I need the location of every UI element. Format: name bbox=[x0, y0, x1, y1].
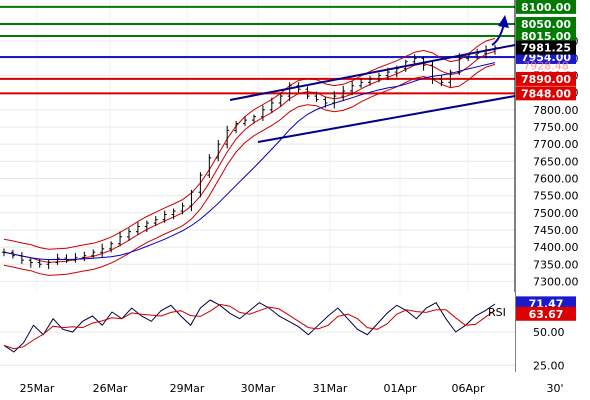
level-label-box bbox=[516, 17, 576, 32]
rsi-lines bbox=[3, 299, 496, 353]
trend-lower bbox=[257, 95, 516, 143]
time-tick-label: 01Apr bbox=[383, 382, 417, 395]
time-tick-label: 31Mar bbox=[313, 382, 348, 395]
rsi-title: RSI bbox=[488, 306, 506, 319]
level-label-box bbox=[516, 86, 576, 101]
rsi-value-box bbox=[516, 306, 576, 321]
trend-upper bbox=[229, 44, 516, 101]
time-tick-label: 30Mar bbox=[241, 382, 276, 395]
level-label: 8050.00 bbox=[521, 18, 571, 31]
projection-arrow-head bbox=[498, 15, 509, 28]
price-tick-label: 7500.00 bbox=[533, 207, 579, 220]
price-tick-label: 7700.00 bbox=[533, 138, 579, 151]
level-label: 8100.00 bbox=[521, 1, 571, 14]
time-tick-label: 30' bbox=[546, 382, 563, 395]
level-label-box bbox=[516, 71, 576, 86]
moving-average bbox=[3, 62, 496, 261]
rsi-tick-label: 50.00 bbox=[533, 326, 565, 339]
level-label: 7848.00 bbox=[521, 87, 571, 100]
time-tick-label: 26Mar bbox=[93, 382, 128, 395]
rsi-line bbox=[3, 299, 496, 353]
rsi-tick-label: 25.00 bbox=[533, 359, 565, 372]
trend-channel bbox=[229, 15, 516, 143]
level-label-box bbox=[516, 0, 576, 14]
rsi-grid bbox=[0, 331, 515, 366]
price-tick-label: 7450.00 bbox=[533, 224, 579, 237]
level-label: 8015.00 bbox=[521, 30, 571, 43]
partial-price-label: 7928.48 bbox=[523, 60, 569, 73]
time-tick-label: 06Apr bbox=[451, 382, 485, 395]
time-tick-label: 25Mar bbox=[20, 382, 55, 395]
price-tick-label: 7600.00 bbox=[533, 172, 579, 185]
price-tick-label: 7750.00 bbox=[533, 121, 579, 134]
price-tick-label: 7350.00 bbox=[533, 258, 579, 271]
level-labels: 8100.008050.008015.007954.007890.007848.… bbox=[516, 0, 576, 101]
price-tick-label: 7300.00 bbox=[533, 275, 579, 288]
price-tick-label: 7550.00 bbox=[533, 190, 579, 203]
last-price-label: 7981.25 bbox=[521, 42, 571, 55]
horizontal-levels bbox=[0, 5, 515, 95]
envelope-bands bbox=[3, 37, 496, 276]
price-tick-label: 7650.00 bbox=[533, 155, 579, 168]
lower-band bbox=[3, 63, 496, 276]
rsi-signal-line bbox=[3, 303, 496, 350]
price-tick-label: 7400.00 bbox=[533, 241, 579, 254]
price-bars bbox=[2, 44, 497, 270]
level-label: 7890.00 bbox=[521, 73, 571, 86]
mid-band bbox=[3, 50, 496, 263]
time-axis: 25Mar 26Mar 29Mar 30Mar 31Mar 01Apr 06Apr 30' bbox=[20, 382, 564, 395]
time-tick-label: 29Mar bbox=[170, 382, 205, 395]
level-label-box bbox=[516, 29, 576, 44]
price-tick-label: 7800.00 bbox=[533, 104, 579, 117]
rsi-value-label: 63.67 bbox=[529, 308, 564, 321]
last-price-box bbox=[516, 40, 576, 55]
upper-band bbox=[3, 37, 496, 250]
